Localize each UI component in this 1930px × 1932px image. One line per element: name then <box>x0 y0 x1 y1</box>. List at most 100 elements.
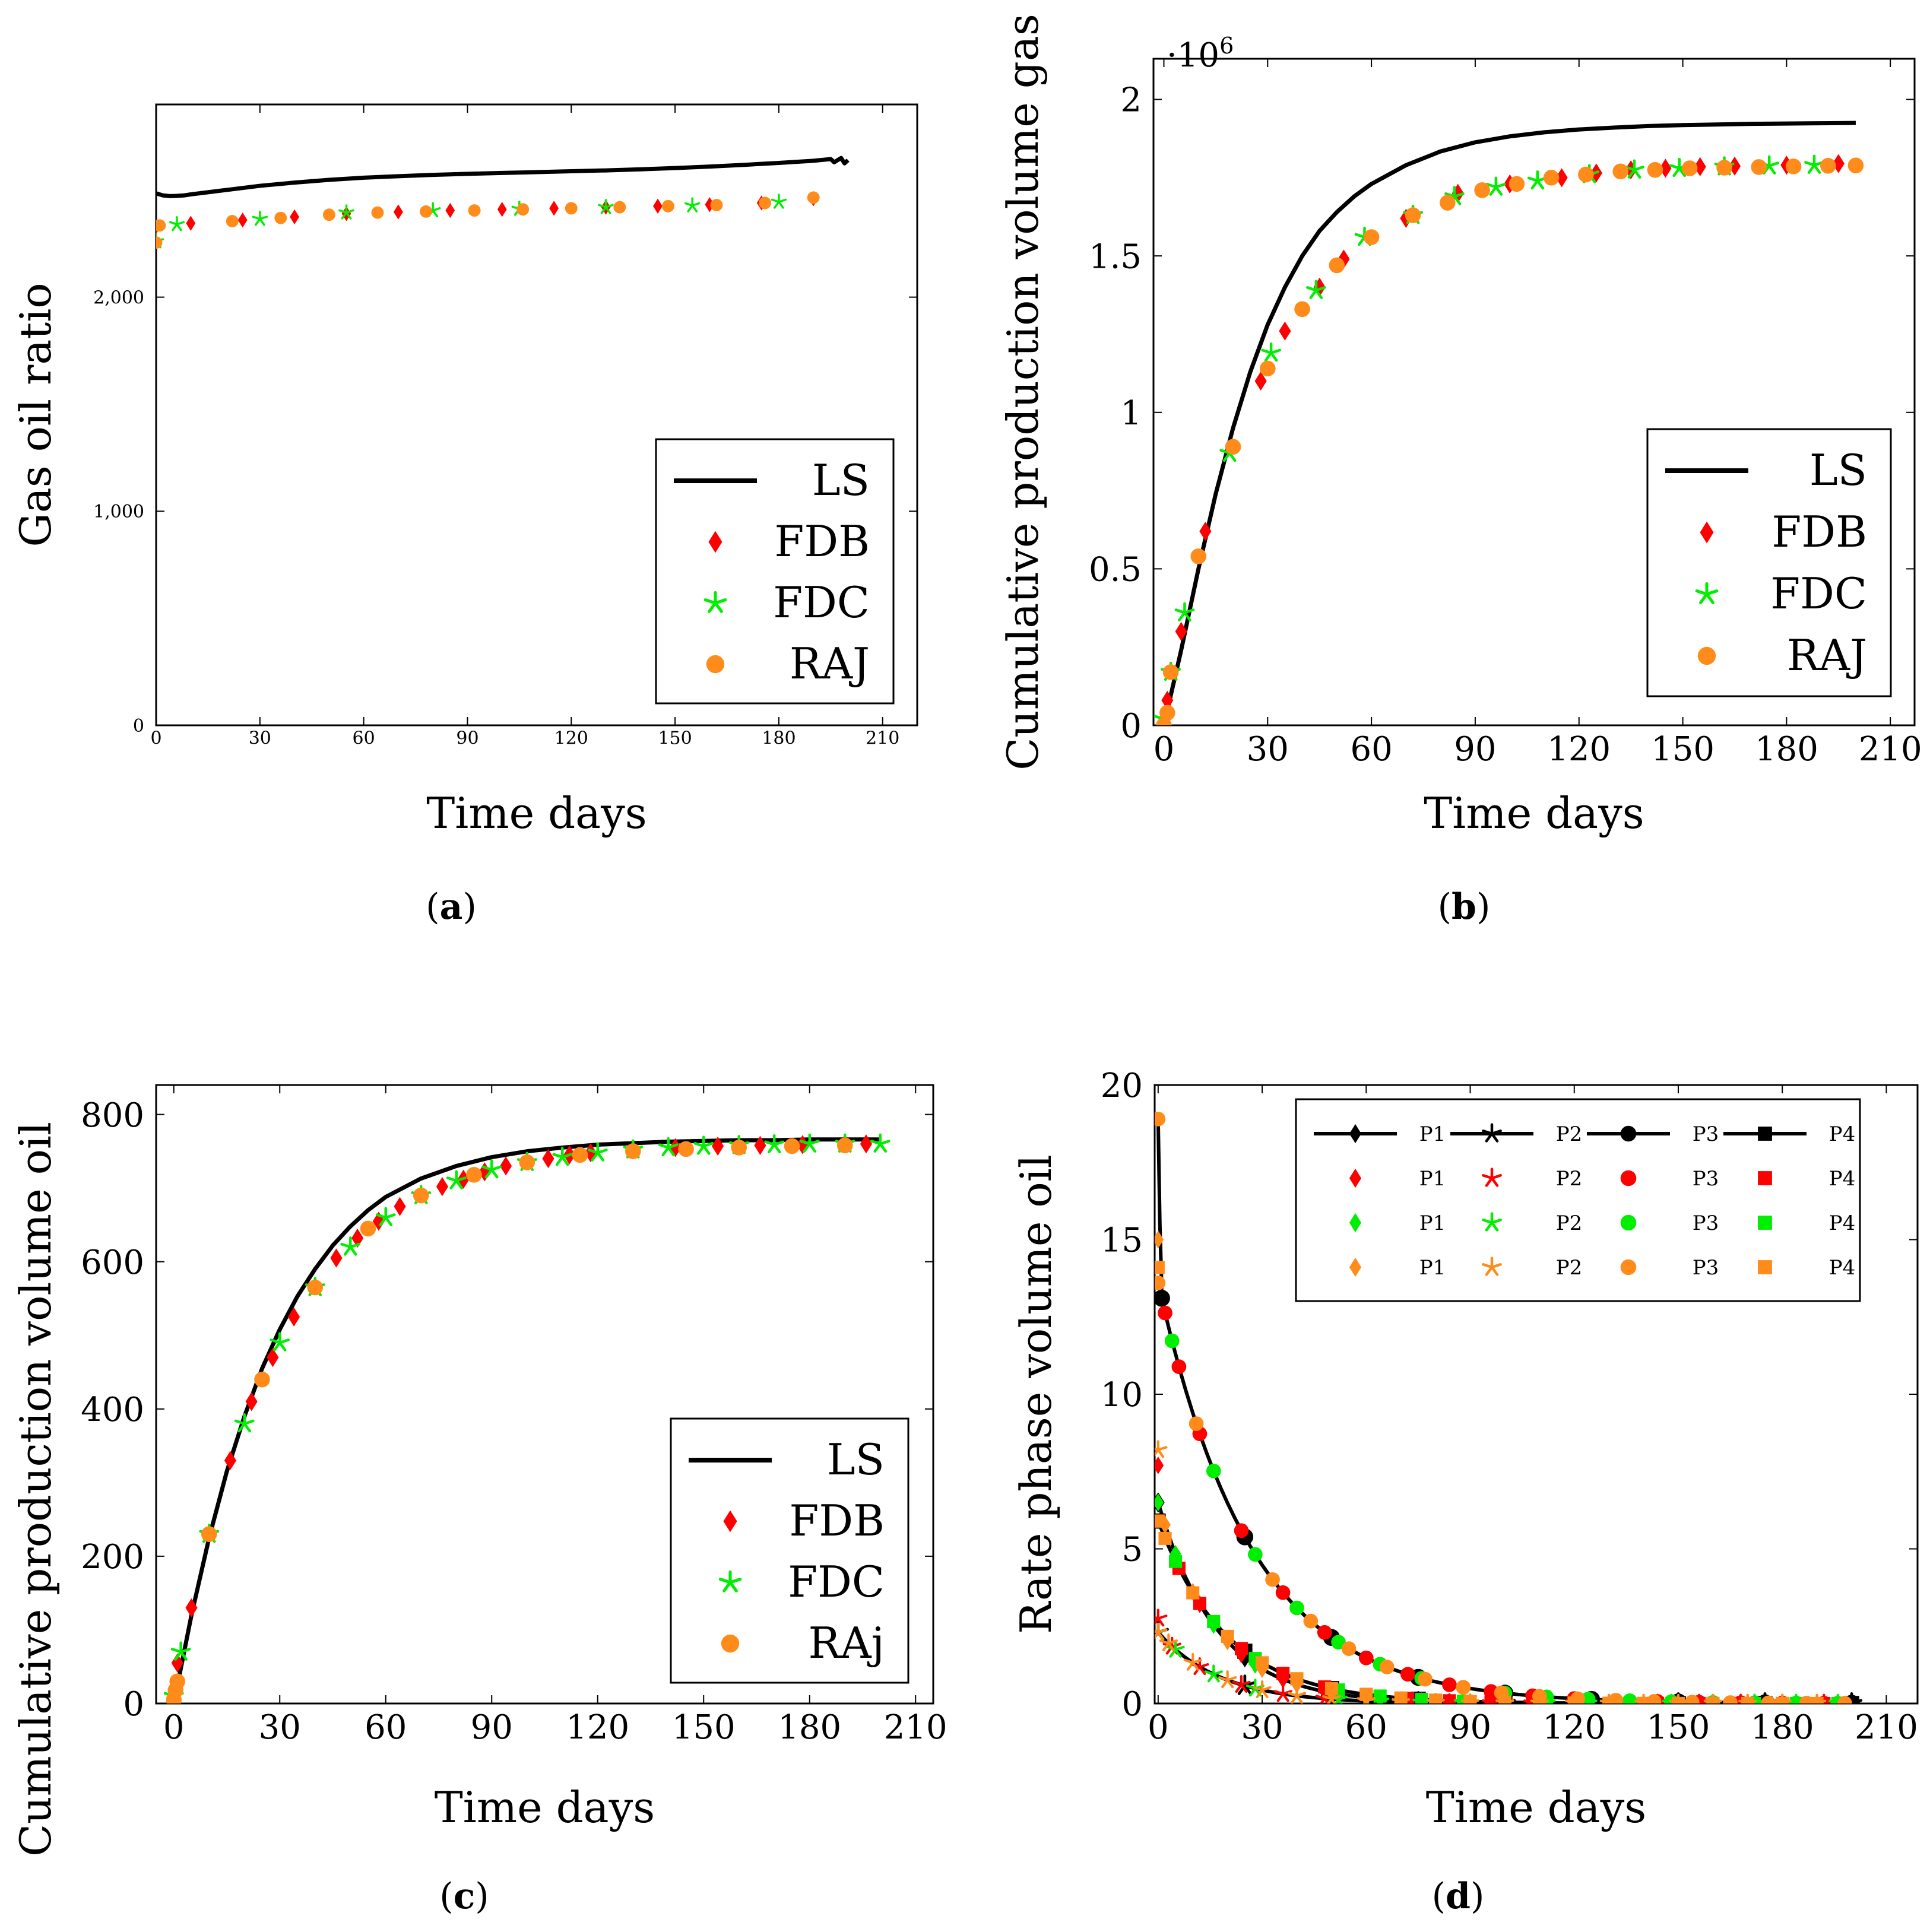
data-point <box>171 1653 183 1673</box>
data-point <box>1155 1111 1166 1127</box>
y-tick-label: 0 <box>1120 707 1142 745</box>
data-point <box>1728 156 1741 176</box>
plot-frame <box>1152 58 1916 727</box>
y-tick-label: 0 <box>123 1685 144 1724</box>
data-point <box>1759 155 1780 175</box>
data-point <box>1637 1696 1650 1703</box>
data-point <box>1190 548 1207 564</box>
data-point <box>1158 1531 1172 1545</box>
legend-label: FDB <box>774 516 870 566</box>
x-tick-label: 90 <box>471 1708 513 1747</box>
legend-label: P2 <box>1556 1211 1583 1235</box>
x-tick-label: 30 <box>1247 730 1289 769</box>
x-tick-label: 150 <box>672 1708 736 1747</box>
data-point <box>1804 154 1824 174</box>
legend-swatch-p1 <box>1349 1257 1362 1277</box>
data-point <box>1602 1696 1616 1703</box>
x-tick-label: 180 <box>1755 730 1818 769</box>
x-tick-label: 90 <box>456 728 478 749</box>
series-orange-p2 <box>1155 1440 1827 1703</box>
data-point <box>1261 342 1282 362</box>
legend-swatch-raj <box>706 655 725 674</box>
legend-label: FDC <box>1770 569 1867 618</box>
plot-area <box>1155 1111 1863 1703</box>
data-point <box>1158 1305 1172 1321</box>
y-axis-title: Gas oil ratio <box>11 283 61 547</box>
data-point <box>1159 705 1175 721</box>
data-point <box>587 1142 608 1162</box>
legend-swatch-p4 <box>1758 1260 1772 1274</box>
data-point <box>1190 1657 1209 1676</box>
data-point <box>1199 522 1212 541</box>
plot-area <box>156 156 850 249</box>
x-tick-label: 60 <box>1345 1708 1387 1747</box>
x-tick-label: 90 <box>1454 730 1496 769</box>
data-point <box>764 1134 785 1154</box>
data-point <box>446 1170 467 1189</box>
data-point <box>1363 229 1380 245</box>
data-point <box>1234 1642 1248 1655</box>
data-point <box>1254 371 1267 391</box>
panel-caption: (c) <box>439 1876 489 1917</box>
data-point <box>1776 1696 1789 1703</box>
data-point <box>1324 1682 1338 1695</box>
y-tick-label: 400 <box>81 1391 144 1429</box>
data-point <box>1161 690 1174 710</box>
series-raj <box>156 191 820 249</box>
legend-label: P3 <box>1693 1122 1719 1146</box>
x-tick-label: 30 <box>249 728 271 749</box>
legend-swatch-p1 <box>1349 1124 1362 1144</box>
data-point <box>1155 1493 1164 1512</box>
x-tick-label: 0 <box>1148 1708 1169 1747</box>
x-tick-label: 30 <box>1241 1708 1283 1747</box>
data-point <box>1624 159 1644 179</box>
data-point <box>245 1392 258 1411</box>
legend-label: P2 <box>1556 1122 1583 1146</box>
data-point <box>1716 160 1732 176</box>
data-point <box>705 197 715 212</box>
plot-frame <box>155 1084 934 1705</box>
data-point <box>226 215 239 228</box>
data-point <box>1206 1463 1221 1479</box>
y-axis-title: Cumulative production volume gas <box>998 14 1048 770</box>
legend-label: FDB <box>1771 507 1867 557</box>
legend-swatch-fdc <box>1695 582 1719 604</box>
chart-panel-d: 0 30 60 90 120 150 180 210 0 5 10 15 20 Time days Rate… <box>1011 1067 1919 1917</box>
data-point <box>1555 168 1568 188</box>
plot-frame <box>155 103 918 727</box>
x-axis-title: Time days <box>1424 788 1644 838</box>
y-tick-label: 0.5 <box>1089 551 1142 589</box>
data-point <box>1659 158 1672 178</box>
data-point <box>1168 1555 1183 1568</box>
legend-label: P3 <box>1693 1256 1719 1280</box>
legend-swatch-p1 <box>1349 1213 1362 1233</box>
data-point <box>598 199 614 214</box>
series-line <box>1162 120 1856 725</box>
data-point <box>1303 1613 1319 1629</box>
legend-label: P1 <box>1419 1167 1446 1191</box>
data-point <box>1279 321 1291 341</box>
legend-swatch-p4 <box>1758 1127 1772 1141</box>
data-point <box>1847 157 1864 174</box>
data-point <box>1405 207 1421 223</box>
series-fdb <box>1161 154 1845 710</box>
data-point <box>322 208 335 221</box>
legend-swatch-p2 <box>1482 1212 1502 1232</box>
data-point <box>290 209 300 225</box>
legend-label: FDB <box>789 1496 885 1546</box>
y-tick-label: 200 <box>81 1538 144 1576</box>
legend-label: LS <box>812 455 870 505</box>
data-point <box>1273 1684 1292 1702</box>
legend-swatch-raj <box>721 1634 740 1653</box>
legend: LS FDB FDC RAJ <box>655 438 895 705</box>
data-point <box>330 1248 343 1268</box>
data-point <box>1256 1656 1269 1670</box>
data-point <box>1498 1695 1511 1703</box>
data-point <box>1155 1440 1168 1458</box>
data-point <box>1810 1696 1824 1703</box>
data-point <box>1646 1694 1662 1703</box>
y-tick-label: 2,000 <box>93 287 144 308</box>
x-tick-label: 210 <box>1855 1708 1918 1747</box>
data-point <box>653 198 663 214</box>
data-point <box>1159 1633 1178 1652</box>
